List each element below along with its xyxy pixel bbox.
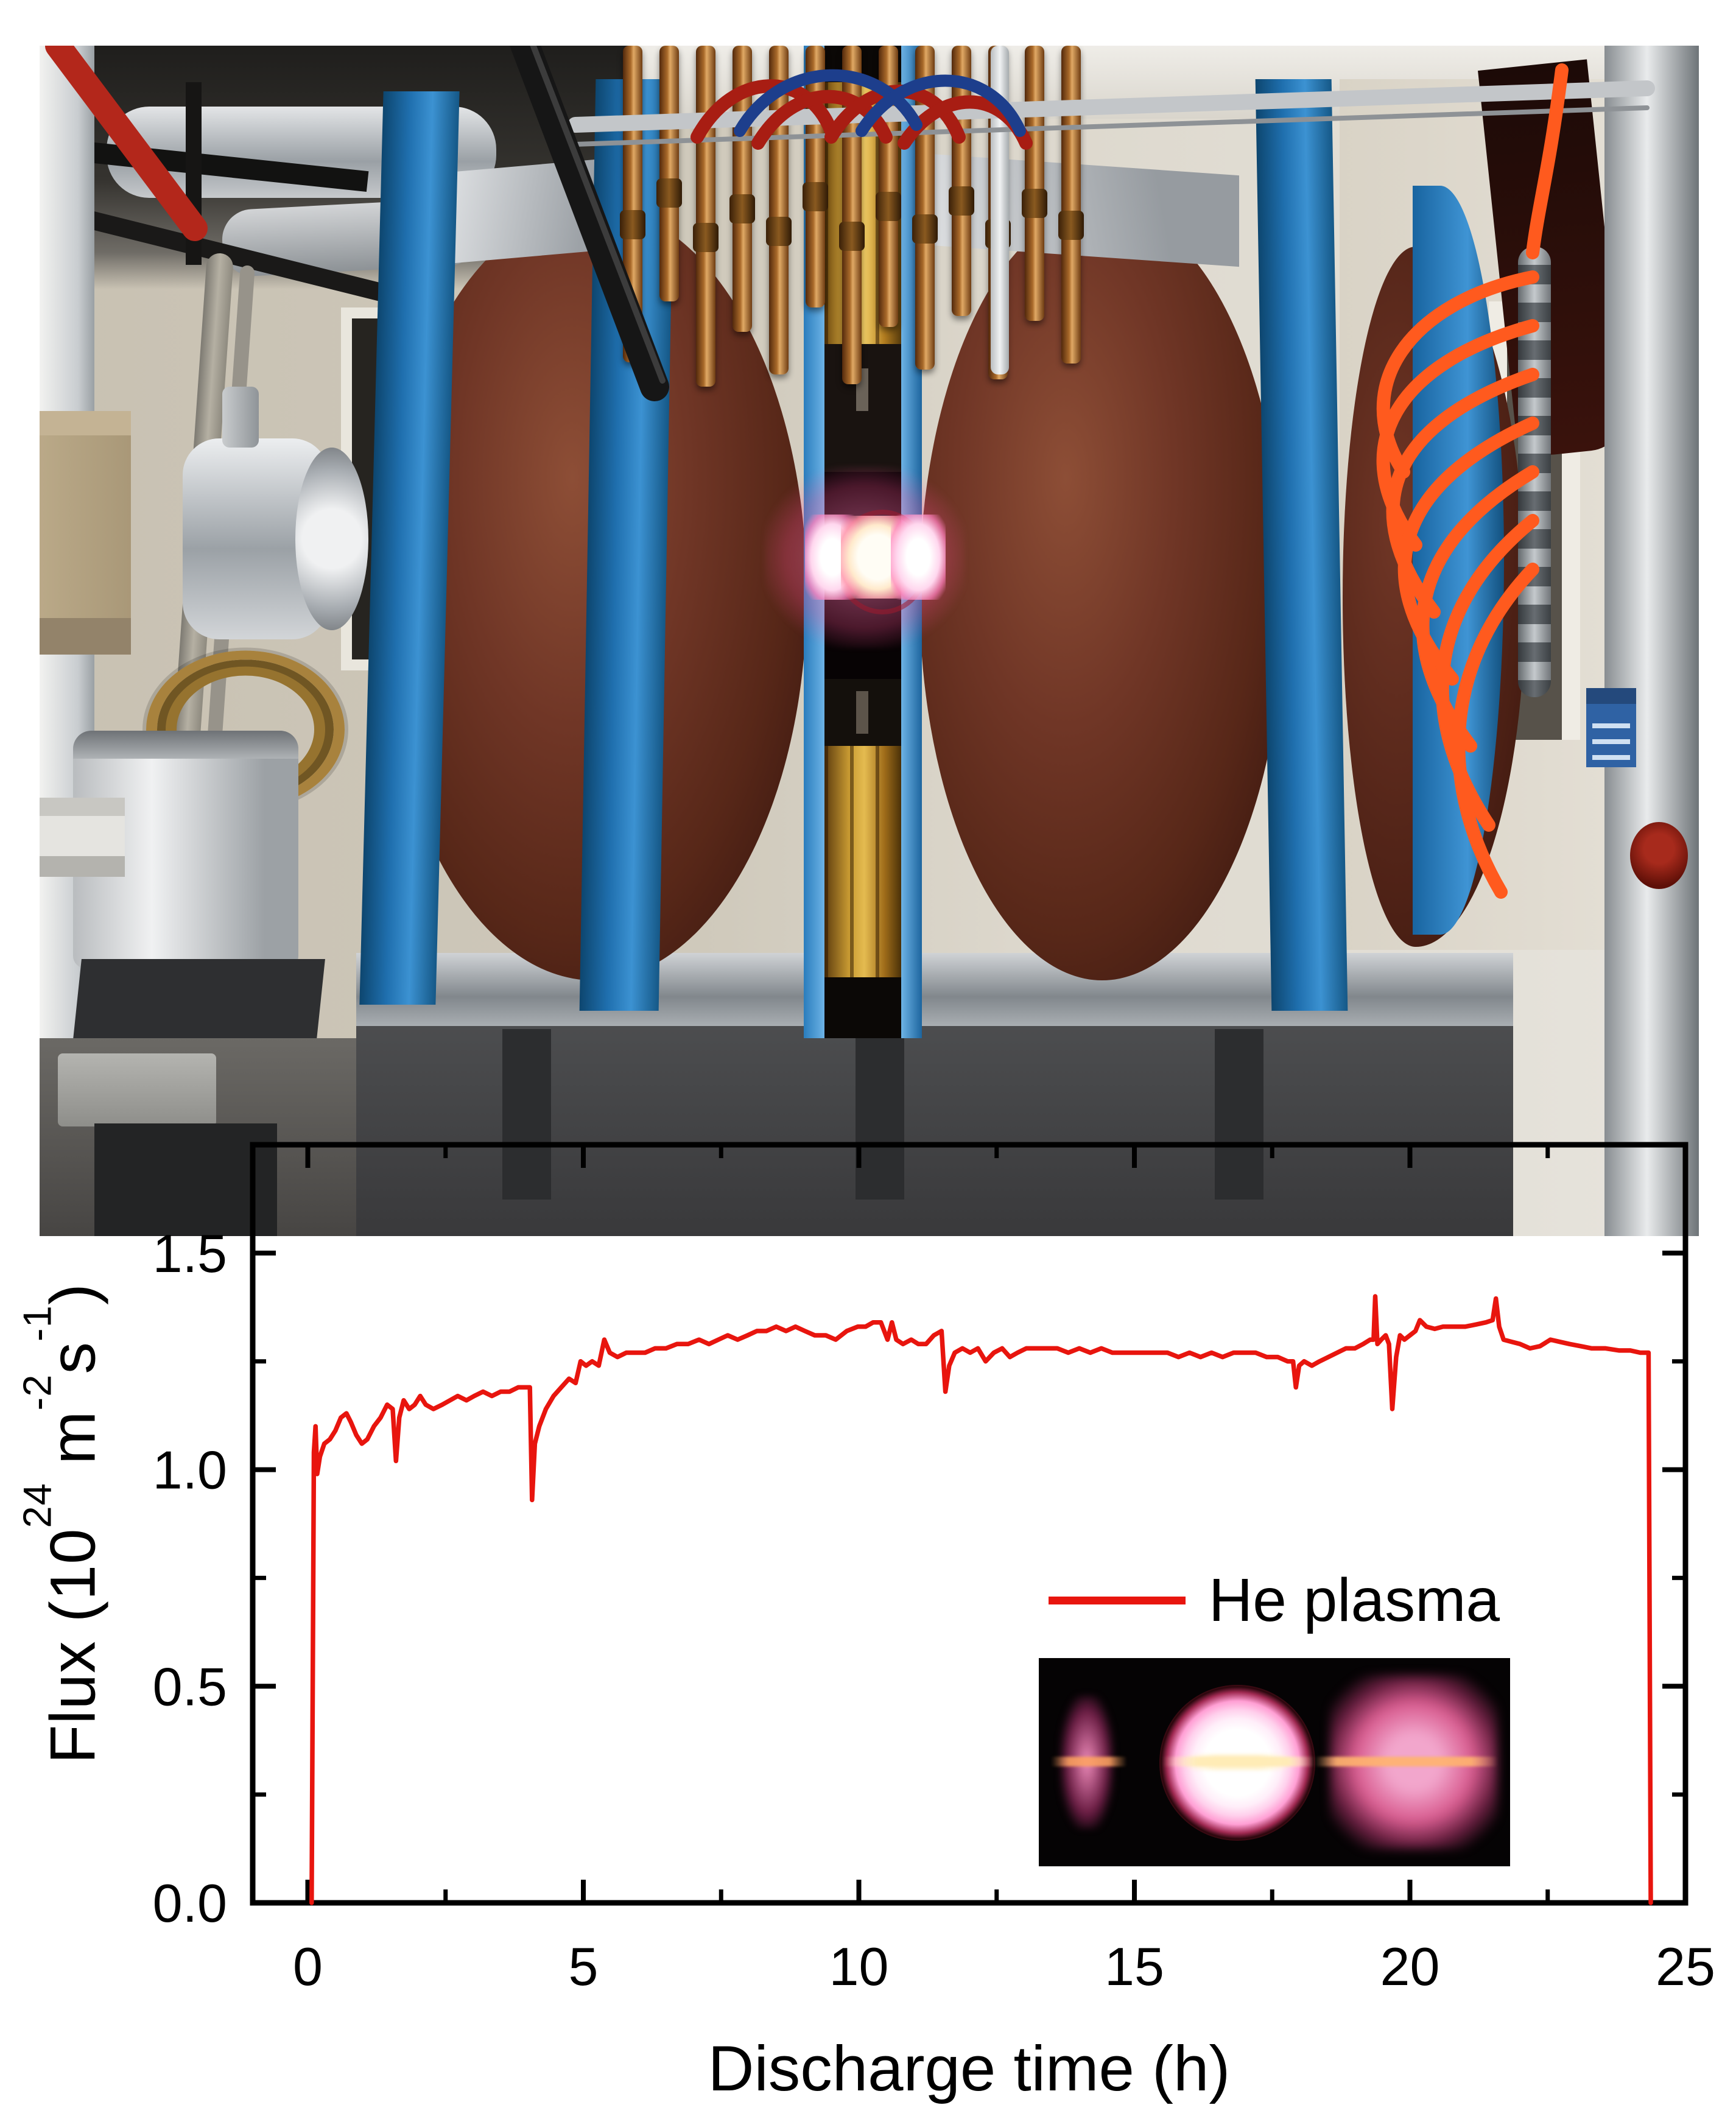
copper-rod — [729, 46, 755, 332]
svg-text:1.0: 1.0 — [153, 1440, 227, 1500]
legend-label: He plasma — [1209, 1566, 1500, 1634]
copper-rod-coupler — [839, 222, 865, 251]
copper-rod-coupler — [876, 192, 901, 221]
dark-equipment-base — [94, 1123, 277, 1236]
copper-rod — [912, 46, 938, 370]
ylabel-part: Flux (10 — [37, 1528, 109, 1764]
inset-glow-left — [1061, 1696, 1113, 1829]
chamber-valve — [222, 387, 259, 448]
chamber-flange — [295, 448, 368, 630]
metal-stud — [856, 691, 868, 734]
plasma-glow-right — [891, 515, 946, 600]
copper-feedthrough-cluster — [618, 46, 1105, 399]
inset-glow-right — [1330, 1675, 1498, 1849]
svg-text:0.0: 0.0 — [153, 1873, 227, 1933]
inset-plasma-photo — [1039, 1658, 1510, 1866]
svg-text:0.5: 0.5 — [153, 1656, 227, 1717]
inset-viewport-ring — [1159, 1685, 1315, 1841]
svg-text:15: 15 — [1105, 1936, 1164, 1997]
copper-rod-coupler — [766, 217, 792, 246]
svg-text:0: 0 — [293, 1936, 323, 1997]
inset-core-stripe — [1184, 1754, 1291, 1770]
drum-rim — [73, 731, 298, 759]
platform-leg — [502, 1029, 551, 1200]
cooling-manifold — [1518, 247, 1551, 697]
copper-rod — [1022, 46, 1047, 321]
svg-text:20: 20 — [1380, 1936, 1440, 1997]
copper-rod-coupler — [729, 194, 755, 223]
gold-coil-segment — [824, 746, 901, 977]
copper-rod-coupler — [949, 186, 974, 216]
platform-leg — [856, 1029, 904, 1200]
apparatus-photo — [40, 46, 1699, 1236]
copper-rod — [949, 46, 974, 316]
sign-text-lines — [1592, 712, 1630, 761]
copper-rod — [766, 46, 792, 374]
copper-rod — [839, 46, 865, 384]
copper-rod-coupler — [656, 178, 682, 208]
copper-rod-coupler — [912, 214, 938, 244]
steel-column — [1604, 46, 1699, 1236]
svg-text:5: 5 — [569, 1936, 599, 1997]
ylabel-exponent: -2 — [15, 1374, 60, 1411]
copper-rod — [656, 46, 682, 301]
copper-rod — [620, 46, 645, 362]
copper-rod — [876, 46, 901, 327]
svg-text:25: 25 — [1656, 1936, 1715, 1997]
y-axis-label: Flux (1024 m-2s-1) — [15, 1283, 110, 1764]
beige-cabinet — [40, 411, 131, 655]
dark-segment — [824, 679, 901, 746]
ceramic-tube — [991, 46, 1009, 374]
x-axis-label: Discharge time (h) — [708, 2033, 1231, 2104]
blue-sign — [1586, 688, 1636, 767]
legend: He plasma — [1049, 1564, 1500, 1637]
magnet-coil-disc — [919, 207, 1285, 980]
copper-rod — [803, 46, 828, 307]
inset-beam-line — [1051, 1757, 1498, 1766]
ylabel-exponent: 24 — [15, 1483, 60, 1528]
ylabel-part: s — [37, 1341, 109, 1374]
copper-rod-coupler — [1058, 211, 1084, 240]
ceiling-beam-vertical — [186, 82, 202, 265]
copper-rod-coupler — [1022, 189, 1047, 218]
copper-rod-coupler — [620, 210, 645, 239]
ylabel-exponent: -1 — [15, 1305, 60, 1342]
blue-support-fin — [1255, 79, 1348, 1011]
ylabel-part: m — [37, 1410, 109, 1483]
svg-text:10: 10 — [829, 1936, 889, 1997]
copper-rod-coupler — [803, 182, 828, 211]
gray-table — [58, 1053, 216, 1126]
legend-line-swatch — [1049, 1596, 1186, 1604]
copper-rod-coupler — [693, 223, 719, 252]
copper-rod — [693, 46, 719, 387]
copper-rod — [1058, 46, 1084, 364]
platform-leg — [1215, 1029, 1263, 1200]
red-valve — [1630, 822, 1688, 889]
ylabel-part: ) — [37, 1283, 109, 1305]
electrical-box — [40, 798, 125, 877]
